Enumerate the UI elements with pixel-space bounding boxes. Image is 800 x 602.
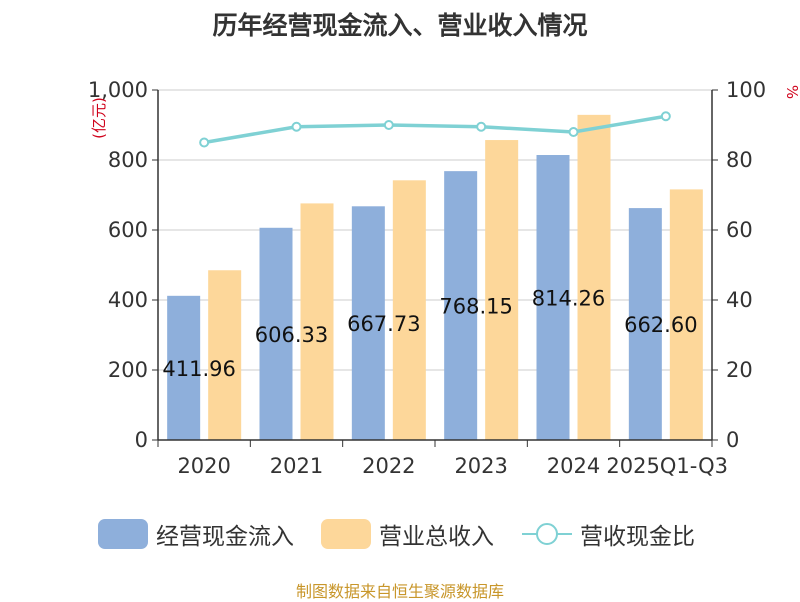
ratio-point xyxy=(383,120,394,130)
left-axis-tick-label: 800 xyxy=(108,148,148,172)
legend-label: 营收现金比 xyxy=(580,524,695,550)
legend-line-marker xyxy=(522,519,572,549)
bar-revenue xyxy=(208,270,242,440)
data-label-cash-inflow: 606.33 xyxy=(255,323,328,347)
bar-revenue xyxy=(669,189,703,440)
ratio-line xyxy=(199,111,671,148)
legend: 经营现金流入 营业总收入 营收现金比 xyxy=(0,516,800,552)
bar-cash-inflow xyxy=(259,227,293,440)
chart-title: 历年经营现金流入、营业收入情况 xyxy=(212,11,588,40)
x-axis-tick-label: 2021 xyxy=(270,454,323,478)
legend-label: 营业总收入 xyxy=(379,524,494,550)
data-source-note: 制图数据来自恒生聚源数据库 xyxy=(295,582,504,601)
left-axis-tick-label: 0 xyxy=(135,428,148,452)
legend-item-ratio[interactable]: 营收现金比 xyxy=(522,516,695,552)
right-axis-tick-label: 0 xyxy=(726,428,739,452)
ratio-point xyxy=(291,121,302,132)
legend-item-revenue[interactable]: 营业总收入 xyxy=(321,516,494,552)
bar-cash-inflow xyxy=(167,295,201,440)
ratio-point xyxy=(476,121,487,132)
bar-revenue xyxy=(485,140,519,441)
left-axis-tick-label: 600 xyxy=(108,218,148,242)
bar-revenue xyxy=(392,180,426,441)
grid-lines xyxy=(158,89,712,371)
legend-label: 经营现金流入 xyxy=(156,524,294,550)
x-axis-tick-label: 2023 xyxy=(454,454,507,478)
bars xyxy=(167,114,703,441)
left-axis-tick-label: 200 xyxy=(108,358,148,382)
axes: 0 200 400 600 800 1,000 0 20 40 60 80 100 2020 2021 20… xyxy=(88,78,766,478)
bar-cash-inflow xyxy=(351,206,385,440)
left-axis-tick-label: 400 xyxy=(108,288,148,312)
ratio-line-path xyxy=(203,114,667,145)
x-axis-tick-label: 2024 xyxy=(547,454,600,478)
bar-revenue xyxy=(300,203,334,440)
left-axis-tick-label: 1,000 xyxy=(88,78,148,102)
left-axis-unit: (亿元) xyxy=(90,97,108,139)
right-axis-unit: % xyxy=(783,85,800,99)
data-label-cash-inflow: 814.26 xyxy=(532,287,605,311)
right-axis-tick-label: 40 xyxy=(726,288,753,312)
right-axis-tick-label: 20 xyxy=(726,358,753,382)
data-labels: 411.96 606.33 667.73 768.15 814.26 662.60 xyxy=(162,287,697,381)
data-label-cash-inflow: 667.73 xyxy=(347,312,420,336)
legend-swatch-revenue xyxy=(321,519,371,549)
ratio-point xyxy=(660,111,671,122)
bar-cash-inflow xyxy=(628,208,662,440)
ratio-point xyxy=(199,137,210,148)
bar-cash-inflow xyxy=(536,155,570,440)
legend-item-cash-inflow[interactable]: 经营现金流入 xyxy=(98,516,294,552)
right-axis-tick-label: 60 xyxy=(726,218,753,242)
legend-swatch-cash-inflow xyxy=(98,519,148,549)
data-label-cash-inflow: 411.96 xyxy=(162,357,235,381)
ratio-point xyxy=(568,127,579,137)
x-axis-tick-label: 2025Q1-Q3 xyxy=(606,454,728,478)
data-label-cash-inflow: 768.15 xyxy=(439,295,512,319)
x-axis-tick-label: 2022 xyxy=(362,454,415,478)
right-axis-tick-label: 100 xyxy=(726,78,766,102)
x-axis-tick-label: 2020 xyxy=(177,454,230,478)
right-axis-tick-label: 80 xyxy=(726,148,753,172)
data-label-cash-inflow: 662.60 xyxy=(624,313,697,337)
bar-cash-inflow xyxy=(444,171,478,440)
bar-revenue xyxy=(577,114,611,440)
